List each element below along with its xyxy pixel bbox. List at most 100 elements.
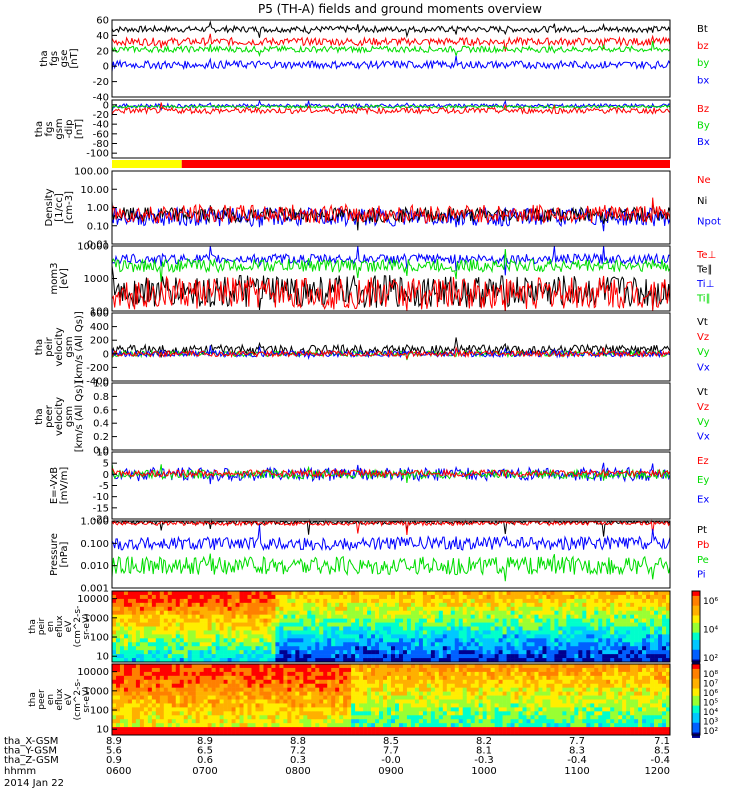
spectrogram-cell <box>586 615 590 619</box>
spectrogram-cell <box>447 611 451 615</box>
spectrogram-cell <box>196 664 200 668</box>
legend-by: by <box>697 58 709 69</box>
spectrogram-cell <box>507 727 511 731</box>
spectrogram-cell <box>654 591 658 595</box>
spectrogram-cell <box>550 615 554 619</box>
spectrogram-cell <box>459 654 463 658</box>
spectrogram-cell <box>554 703 558 707</box>
spectrogram-cell <box>658 638 662 642</box>
spectrogram-cell <box>327 672 331 676</box>
spectrogram-cell <box>534 723 538 727</box>
spectrogram-cell <box>112 692 116 696</box>
spectrogram-cell <box>283 719 287 723</box>
spectrogram-cell <box>295 723 299 727</box>
spectrogram-cell <box>447 654 451 658</box>
spectrogram-cell <box>303 615 307 619</box>
spectrogram-cell <box>132 688 136 692</box>
spectrogram-cell <box>120 627 124 631</box>
spectrogram-cell <box>546 611 550 615</box>
spectrogram-cell <box>459 603 463 607</box>
spectrogram-cell <box>431 642 435 646</box>
spectrogram-cell <box>499 638 503 642</box>
spectrogram-cell <box>578 607 582 611</box>
spectrogram-cell <box>232 642 236 646</box>
spectrogram-cell <box>311 696 315 700</box>
spectrogram-cell <box>491 595 495 599</box>
spectrogram-cell <box>216 703 220 707</box>
spectrogram-cell <box>515 668 519 672</box>
spectrogram-cell <box>224 684 228 688</box>
spectrogram-cell <box>598 707 602 711</box>
spectrogram-cell <box>279 607 283 611</box>
spectrogram-cell <box>638 646 642 650</box>
spectrogram-cell <box>534 664 538 668</box>
spectrogram-cell <box>291 696 295 700</box>
spectrogram-cell <box>252 654 256 658</box>
spectrogram-cell <box>582 591 586 595</box>
spectrogram-cell <box>160 676 164 680</box>
spectrogram-cell <box>371 715 375 719</box>
spectrogram-cell <box>192 664 196 668</box>
spectrogram-cell <box>279 711 283 715</box>
spectrogram-cell <box>467 638 471 642</box>
spectrogram-cell <box>451 611 455 615</box>
spectrogram-cell <box>403 607 407 611</box>
spectrogram-cell <box>339 668 343 672</box>
spectrogram-cell <box>602 684 606 688</box>
spectrogram-cell <box>299 627 303 631</box>
spectrogram-cell <box>499 634 503 638</box>
spectrogram-cell <box>367 664 371 668</box>
spectrogram-cell <box>267 615 271 619</box>
spectrogram-cell <box>112 611 116 615</box>
spectrogram-cell <box>120 696 124 700</box>
spectrogram-cell <box>371 723 375 727</box>
spectrogram-cell <box>467 595 471 599</box>
spectrogram-cell <box>172 654 176 658</box>
spectrogram-cell <box>554 672 558 676</box>
spectrogram-cell <box>204 692 208 696</box>
spectrogram-cell <box>658 654 662 658</box>
spectrogram-cell <box>319 599 323 603</box>
spectrogram-cell <box>531 664 535 668</box>
spectrogram-cell <box>463 615 467 619</box>
spectrogram-cell <box>128 692 132 696</box>
spectrogram-cell <box>236 630 240 634</box>
spectrogram-cell <box>507 692 511 696</box>
spectrogram-cell <box>355 650 359 654</box>
spectrogram-cell <box>335 707 339 711</box>
spectrogram-cell <box>132 591 136 595</box>
spectrogram-cell <box>116 684 120 688</box>
spectrogram-cell <box>503 627 507 631</box>
spectrogram-cell <box>407 630 411 634</box>
spectrogram-cell <box>196 654 200 658</box>
spectrogram-cell <box>439 664 443 668</box>
spectrogram-cell <box>263 627 267 631</box>
spectrogram-cell <box>578 615 582 619</box>
spectrogram-cell <box>363 696 367 700</box>
spectrogram-cell <box>176 676 180 680</box>
spectrogram-cell <box>244 591 248 595</box>
spectrogram-cell <box>467 627 471 631</box>
spectrogram-cell <box>499 715 503 719</box>
spectrogram-cell <box>232 696 236 700</box>
spectrogram-cell <box>343 623 347 627</box>
spectrogram-cell <box>200 603 204 607</box>
spectrogram-cell <box>188 630 192 634</box>
spectrogram-cell <box>283 595 287 599</box>
spectrogram-cell <box>598 668 602 672</box>
spectrogram-cell <box>291 654 295 658</box>
spectrogram-cell <box>626 630 630 634</box>
spectrogram-cell <box>263 684 267 688</box>
spectrogram-cell <box>391 668 395 672</box>
spectrogram-cell <box>343 727 347 731</box>
spectrogram-cell <box>427 603 431 607</box>
spectrogram-cell <box>152 642 156 646</box>
spectrogram-cell <box>224 646 228 650</box>
spectrogram-cell <box>172 646 176 650</box>
spectrogram-cell <box>152 623 156 627</box>
spectrogram-cell <box>395 619 399 623</box>
spectrogram-cell <box>475 703 479 707</box>
spectrogram-cell <box>431 646 435 650</box>
spectrogram-cell <box>152 723 156 727</box>
spectrogram-cell <box>307 638 311 642</box>
